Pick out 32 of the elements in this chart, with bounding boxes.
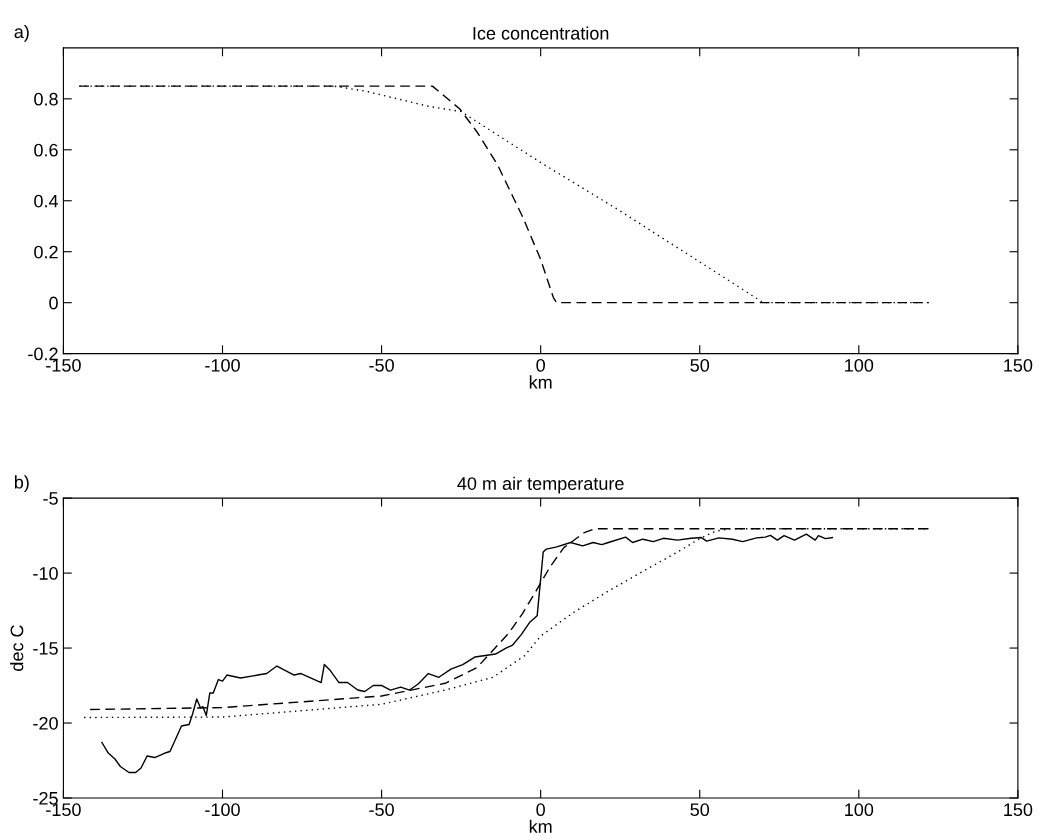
x-tick-label: 50	[690, 803, 710, 817]
x-tick-label: 150	[1004, 358, 1033, 372]
x-axis-title: km	[529, 819, 552, 833]
y-tick-label: 0.2	[34, 245, 58, 259]
y-tick-label: -10	[33, 567, 58, 580]
y-tick-label: -5	[43, 492, 58, 505]
y-tick-label: -0.2	[28, 347, 58, 361]
y-tick-label: -15	[33, 642, 58, 655]
x-axis-title: km	[529, 375, 552, 389]
x-tick-label: -50	[369, 358, 394, 372]
y-tick-label: 0.8	[34, 92, 58, 106]
y-tick-label: 0.6	[34, 143, 58, 157]
x-tick-label: -150	[46, 358, 81, 372]
text: b)	[14, 475, 29, 493]
x-tick-label: -100	[205, 803, 240, 817]
x-tick-label: 50	[690, 358, 710, 372]
chart-title: Ice concentration	[473, 26, 609, 40]
chart-title: 40 m air temperature	[457, 476, 624, 494]
y-tick-label: -20	[33, 716, 58, 730]
x-tick-label: -150	[46, 803, 81, 817]
text: a)	[14, 24, 29, 42]
x-tick-label: -50	[369, 803, 394, 817]
x-tick-label: 0	[536, 803, 545, 817]
y-tick-label: 0	[49, 296, 58, 310]
y-axis-title: dec C	[10, 625, 24, 671]
x-tick-label: -100	[205, 358, 240, 372]
x-tick-label: 100	[845, 358, 874, 372]
x-tick-label: 0	[536, 358, 545, 372]
x-tick-label: 150	[1004, 803, 1033, 817]
x-tick-label: 100	[845, 803, 874, 817]
y-tick-label: -25	[33, 791, 58, 805]
y-tick-label: 0.4	[34, 194, 59, 208]
